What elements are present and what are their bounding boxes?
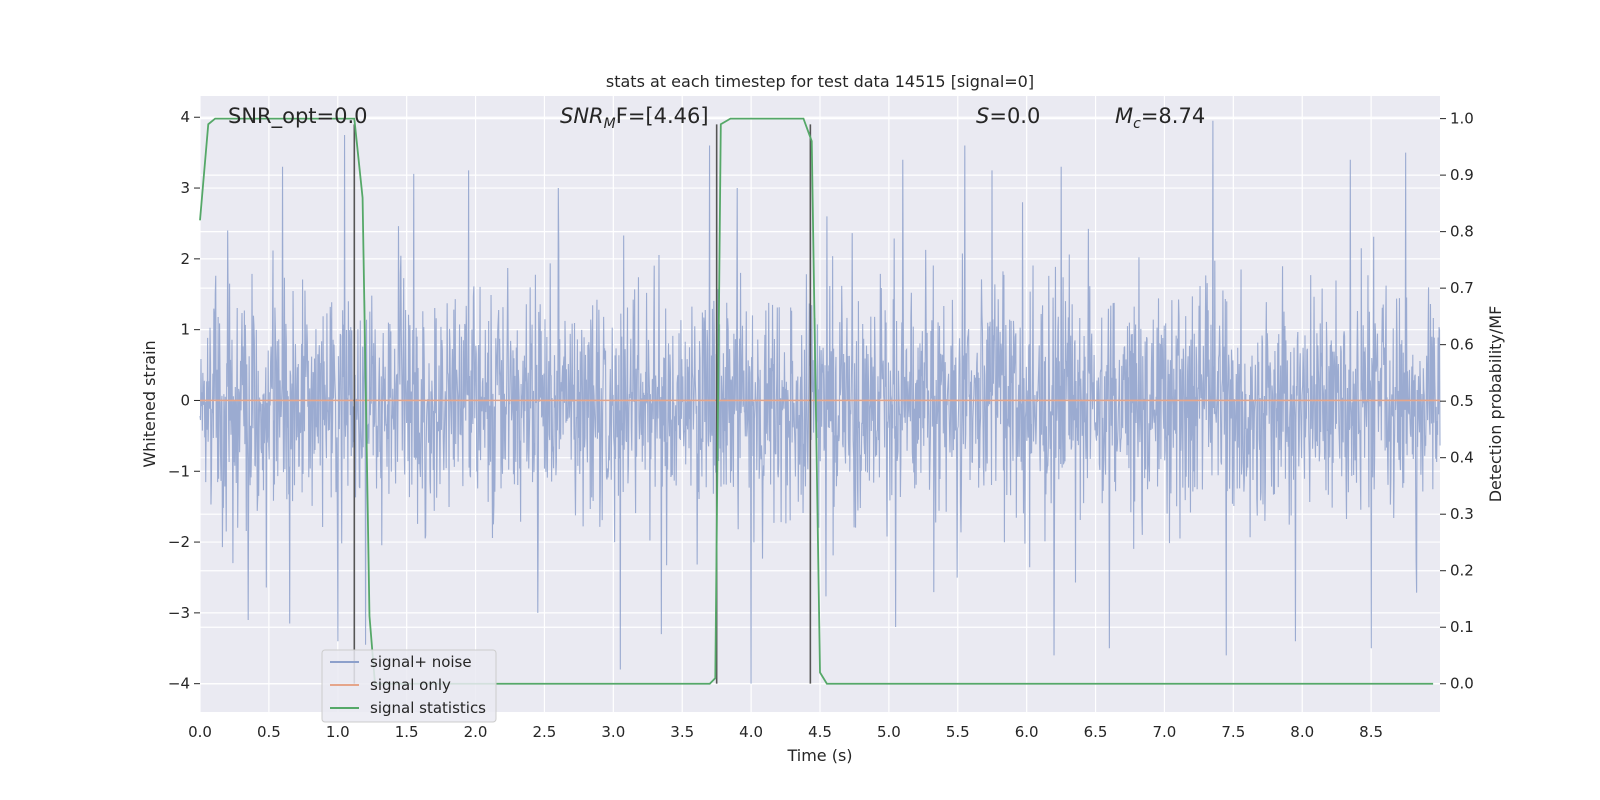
x-tick-label: 1.0 xyxy=(326,723,350,741)
x-tick-label: 8.5 xyxy=(1359,723,1383,741)
legend: signal+ noise signal only signal statist… xyxy=(321,649,497,723)
y-axis-right-label: Detection probability/MF xyxy=(1486,306,1505,503)
annotation-snr-mf-main: SNR xyxy=(560,104,604,128)
y-tick-label: 4 xyxy=(180,108,190,126)
chart-title: stats at each timestep for test data 145… xyxy=(606,72,1034,91)
annotation-mc-main: M xyxy=(1115,104,1133,128)
y-axis-right-ticks: 1.0 0.9 0.8 0.7 0.6 0.5 0.4 0.3 0.2 0.1 0.0 xyxy=(1440,110,1474,693)
x-tick-label: 3.5 xyxy=(670,723,694,741)
x-tick-label: 0.5 xyxy=(257,723,281,741)
y-tick-label: 3 xyxy=(180,179,190,197)
y-tick-label: −2 xyxy=(168,533,190,551)
y-right-tick-label: 0.1 xyxy=(1450,618,1474,636)
y-tick-label: 2 xyxy=(180,250,190,268)
y-right-tick-label: 0.6 xyxy=(1450,336,1474,354)
x-tick-label: 5.0 xyxy=(877,723,901,741)
x-tick-label: 3.0 xyxy=(601,723,625,741)
y-tick-label: −3 xyxy=(168,604,190,622)
y-tick-label: 0 xyxy=(180,391,190,409)
x-tick-label: 8.0 xyxy=(1290,723,1314,741)
x-tick-label: 6.0 xyxy=(1015,723,1039,741)
y-axis-ticks: 4 3 2 1 0 −1 −2 −3 −4 xyxy=(168,108,200,693)
x-tick-label: 4.0 xyxy=(739,723,763,741)
y-right-tick-label: 0.0 xyxy=(1450,675,1474,693)
annotation-s-main: S xyxy=(976,104,989,128)
legend-label-signal-statistics: signal statistics xyxy=(370,699,486,717)
y-tick-label: −4 xyxy=(168,675,190,693)
legend-label-signal-only: signal only xyxy=(370,676,451,694)
x-axis-ticks: 0.0 0.5 1.0 1.5 2.0 2.5 3.0 3.5 4.0 4.5 5.0 5.5 6.0 6… xyxy=(188,723,1383,741)
line-signal-noise xyxy=(199,120,1441,684)
y-right-tick-label: 0.5 xyxy=(1450,392,1474,410)
x-tick-label: 7.5 xyxy=(1221,723,1245,741)
y-tick-label: 1 xyxy=(180,321,190,339)
x-tick-label: 6.5 xyxy=(1084,723,1108,741)
x-tick-label: 1.5 xyxy=(395,723,419,741)
x-tick-label: 2.5 xyxy=(533,723,557,741)
annotation-mc: Mc=8.74 xyxy=(1115,104,1205,132)
y-right-tick-label: 0.4 xyxy=(1450,449,1474,467)
y-right-tick-label: 0.9 xyxy=(1450,166,1474,184)
annotation-mc-sub: c xyxy=(1133,116,1141,132)
line-signal-statistics xyxy=(199,117,1434,685)
annotation-snr-mf: SNRMF=[4.46] xyxy=(560,104,709,132)
y-right-tick-label: 0.8 xyxy=(1450,223,1474,241)
annotation-snr-mf-rest: F=[4.46] xyxy=(616,104,709,128)
series-signal-statistics xyxy=(199,117,1434,685)
y-axis-label: Whitened strain xyxy=(140,340,159,467)
y-right-tick-label: 1.0 xyxy=(1450,110,1474,128)
x-axis-label: Time (s) xyxy=(786,746,852,765)
x-tick-label: 5.5 xyxy=(946,723,970,741)
x-tick-label: 0.0 xyxy=(188,723,212,741)
annotation-mc-rest: =8.74 xyxy=(1141,104,1205,128)
annotation-snr-mf-sub: M xyxy=(604,116,616,132)
y-right-tick-label: 0.2 xyxy=(1450,562,1474,580)
annotation-snr-opt: SNR_opt=0.0 xyxy=(228,104,368,129)
series-signal-noise xyxy=(199,120,1441,684)
annotation-s-rest: =0.0 xyxy=(989,104,1040,128)
legend-box xyxy=(321,649,497,723)
x-tick-label: 4.5 xyxy=(808,723,832,741)
x-tick-label: 2.0 xyxy=(464,723,488,741)
legend-label-signal-noise: signal+ noise xyxy=(370,653,472,671)
x-tick-label: 7.0 xyxy=(1153,723,1177,741)
y-tick-label: −1 xyxy=(168,462,190,480)
y-right-tick-label: 0.7 xyxy=(1450,279,1474,297)
annotation-s: S=0.0 xyxy=(976,104,1040,128)
y-right-tick-label: 0.3 xyxy=(1450,505,1474,523)
